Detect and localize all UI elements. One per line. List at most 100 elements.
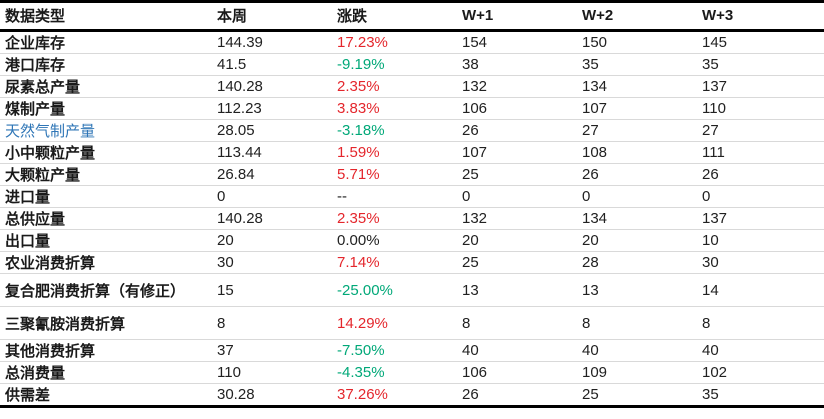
- cell-w2: 150: [582, 34, 608, 51]
- cell-w3: 102: [702, 364, 728, 381]
- cell-w2: 134: [582, 78, 608, 95]
- cell-w1: 13: [462, 281, 479, 299]
- row-label: 煤制产量: [5, 101, 66, 118]
- cell-w3: 111: [702, 144, 725, 161]
- cell-change: -7.50%: [337, 342, 385, 359]
- cell-w1: 8: [462, 314, 471, 332]
- cell-week: 28.05: [217, 122, 255, 139]
- col-header-change: 涨跌: [337, 8, 368, 25]
- cell-week: 8: [217, 314, 226, 332]
- cell-week: 110: [217, 364, 241, 381]
- cell-w1: 26: [462, 122, 479, 139]
- cell-change: -9.19%: [337, 56, 385, 73]
- cell-w2: 109: [582, 364, 608, 381]
- table-row: 尿素总产量 140.28 2.35% 132 134 137: [0, 76, 824, 98]
- row-label: 企业库存: [5, 35, 66, 52]
- table-row: 三聚氰胺消费折算 8 14.29% 8 8 8: [0, 307, 824, 340]
- table-row: 煤制产量 112.23 3.83% 106 107 110: [0, 98, 824, 120]
- cell-week: 112.23: [217, 100, 262, 117]
- table-row: 出口量 20 0.00% 20 20 10: [0, 230, 824, 252]
- cell-change: -25.00%: [337, 281, 393, 299]
- header-row: 数据类型 本周 涨跌 W+1 W+2 W+3: [0, 2, 824, 31]
- cell-w2: 13: [582, 281, 599, 299]
- table-row: 小中颗粒产量 113.44 1.59% 107 108 111: [0, 142, 824, 164]
- table-row: 大颗粒产量 26.84 5.71% 25 26 26: [0, 164, 824, 186]
- cell-w3: 14: [702, 281, 719, 299]
- cell-change: --: [337, 188, 347, 205]
- cell-w3: 137: [702, 78, 728, 95]
- table-row: 天然气制产量 28.05 -3.18% 26 27 27: [0, 120, 824, 142]
- cell-w2: 134: [582, 210, 608, 227]
- cell-w3: 30: [702, 254, 719, 271]
- cell-w1: 154: [462, 34, 488, 51]
- weekly-data-table: 数据类型 本周 涨跌 W+1 W+2 W+3 企业库存 144.39 17.23…: [0, 0, 824, 407]
- cell-w2: 35: [582, 56, 599, 73]
- cell-w3: 137: [702, 210, 728, 227]
- col-header-w2: W+2: [582, 7, 614, 24]
- cell-week: 30.28: [217, 386, 255, 403]
- table-row: 复合肥消费折算（有修正） 15 -25.00% 13 13 14: [0, 274, 824, 307]
- row-label: 三聚氰胺消费折算: [5, 315, 126, 333]
- table-row: 其他消费折算 37 -7.50% 40 40 40: [0, 340, 824, 362]
- col-header-w3: W+3: [702, 7, 734, 24]
- cell-week: 144.39: [217, 34, 263, 51]
- table-row: 企业库存 144.39 17.23% 154 150 145: [0, 31, 824, 54]
- row-label: 供需差: [5, 387, 51, 404]
- cell-week: 113.44: [217, 144, 262, 161]
- cell-w1: 107: [462, 144, 488, 161]
- row-label: 尿素总产量: [5, 79, 81, 96]
- table-row: 总消费量 110 -4.35% 106 109 102: [0, 362, 824, 384]
- cell-w2: 27: [582, 122, 599, 139]
- col-header-w1: W+1: [462, 7, 494, 24]
- row-label: 复合肥消费折算（有修正）: [5, 282, 186, 300]
- cell-change: -3.18%: [337, 122, 385, 139]
- cell-w2: 26: [582, 166, 599, 183]
- row-label: 其他消费折算: [5, 343, 96, 360]
- cell-week: 37: [217, 342, 234, 359]
- row-label: 农业消费折算: [5, 255, 96, 272]
- cell-w3: 8: [702, 314, 711, 332]
- table-row: 供需差 30.28 37.26% 26 25 35: [0, 384, 824, 407]
- cell-change: 2.35%: [337, 78, 380, 95]
- cell-change: 3.83%: [337, 100, 380, 117]
- cell-w2: 8: [582, 314, 591, 332]
- cell-w2: 108: [582, 144, 608, 161]
- cell-w1: 25: [462, 166, 479, 183]
- cell-w3: 26: [702, 166, 719, 183]
- cell-week: 15: [217, 281, 234, 299]
- cell-week: 30: [217, 254, 234, 271]
- cell-w1: 40: [462, 342, 479, 359]
- row-label: 天然气制产量: [5, 123, 96, 140]
- cell-w3: 35: [702, 56, 719, 73]
- col-header-data-type: 数据类型: [5, 8, 66, 25]
- row-label: 小中颗粒产量: [5, 145, 96, 162]
- table-row: 港口库存 41.5 -9.19% 38 35 35: [0, 54, 824, 76]
- table-row: 农业消费折算 30 7.14% 25 28 30: [0, 252, 824, 274]
- cell-change: 1.59%: [337, 144, 380, 161]
- cell-w1: 38: [462, 56, 479, 73]
- cell-w2: 107: [582, 100, 608, 117]
- cell-w3: 10: [702, 232, 719, 249]
- table-row: 总供应量 140.28 2.35% 132 134 137: [0, 208, 824, 230]
- cell-w3: 0: [702, 188, 711, 205]
- cell-w1: 132: [462, 78, 488, 95]
- table-row: 进口量 0 -- 0 0 0: [0, 186, 824, 208]
- col-header-this-week: 本周: [217, 8, 248, 25]
- cell-w3: 35: [702, 386, 719, 403]
- cell-change: 17.23%: [337, 34, 388, 51]
- cell-w3: 110: [702, 100, 726, 117]
- row-label: 港口库存: [5, 57, 66, 74]
- cell-w2: 40: [582, 342, 599, 359]
- cell-w1: 25: [462, 254, 479, 271]
- cell-change: 7.14%: [337, 254, 380, 271]
- cell-week: 0: [217, 188, 226, 205]
- cell-change: 14.29%: [337, 314, 388, 332]
- cell-w3: 40: [702, 342, 719, 359]
- cell-change: 5.71%: [337, 166, 380, 183]
- cell-week: 41.5: [217, 56, 247, 73]
- cell-change: -4.35%: [337, 364, 385, 381]
- cell-week: 140.28: [217, 78, 263, 95]
- cell-w1: 0: [462, 188, 471, 205]
- cell-w3: 145: [702, 34, 728, 51]
